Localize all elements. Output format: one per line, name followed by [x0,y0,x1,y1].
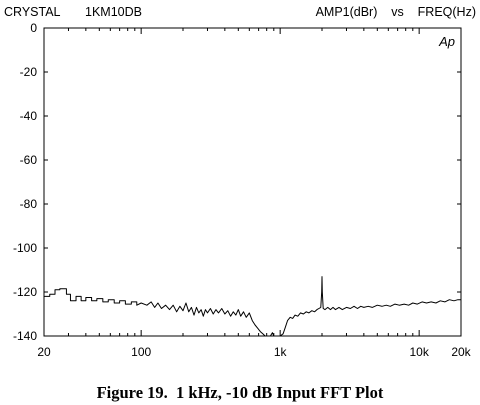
y-tick-label: -120 [13,285,37,299]
y-tick-label: -60 [20,153,38,167]
series-line [44,276,461,337]
x-tick-label: 20k [451,345,471,359]
header-left-1: CRYSTAL [4,5,61,19]
y-tick-label: -140 [13,329,37,343]
logo-ap: Ap [438,34,455,49]
x-tick-label: 20 [37,345,51,359]
figure-caption: Figure 19. 1 kHz, -10 dB Input FFT Plot [97,383,384,402]
header-right: AMP1(dBr) vs FREQ(Hz) [316,5,476,19]
y-tick-label: -20 [20,65,38,79]
x-tick-label: 1k [274,345,288,359]
y-tick-label: -80 [20,197,38,211]
plot-frame [43,27,462,337]
header-left-2: 1KM10DB [85,5,142,19]
x-tick-label: 100 [131,345,151,359]
y-tick-label: -40 [20,109,38,123]
x-tick-label: 10k [409,345,429,359]
y-tick-label: 0 [30,21,37,35]
y-tick-label: -100 [13,241,37,255]
